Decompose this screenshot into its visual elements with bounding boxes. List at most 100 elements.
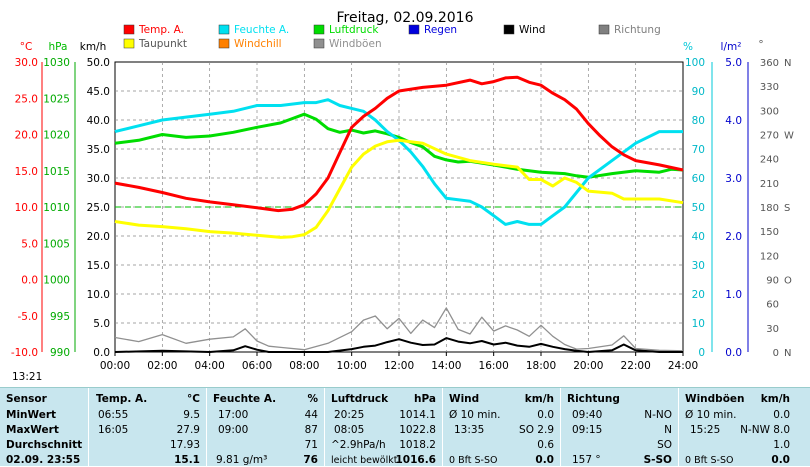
humidity-max-value: 87 xyxy=(304,424,318,436)
humidity-min-value: 44 xyxy=(304,409,318,421)
direction-tick: 30 xyxy=(766,324,779,335)
time-tick: 10:00 xyxy=(337,360,367,372)
legend-label: Luftdruck xyxy=(329,24,379,36)
humidity-tick: 0 xyxy=(698,347,705,359)
gust-current-beaufort: 0 Bft S-SO xyxy=(685,455,734,466)
humidity-current-value: 76 xyxy=(303,454,318,466)
direction-compass: W xyxy=(784,131,794,142)
temp-tick: 5.0 xyxy=(21,238,38,250)
pressure-min-value: 1014.1 xyxy=(399,409,436,421)
direction-max-time: 09:15 xyxy=(572,424,603,436)
wind-unit-label: km/h xyxy=(80,41,107,53)
wind-current-value: 0.0 xyxy=(535,454,554,466)
legend-label: Windchill xyxy=(234,38,282,50)
time-tick: 02:00 xyxy=(147,360,177,372)
legend-swatch xyxy=(313,38,325,49)
gust-min-value: 0.0 xyxy=(773,409,790,421)
series-line-feuchte-a xyxy=(114,98,683,226)
legend-swatch xyxy=(598,24,610,35)
col-pressure: Luftdruck hPa 20:25 1014.1 08:05 1022.8 … xyxy=(324,388,442,466)
direction-tick: 180 xyxy=(760,203,779,214)
pressure-tick: 1015 xyxy=(43,166,70,178)
wind-tick: 15.0 xyxy=(87,260,110,272)
series-line-taupunkt xyxy=(114,138,684,239)
humidity-min-time: 17:00 xyxy=(218,409,249,421)
pressure-tick: 1020 xyxy=(43,130,70,142)
direction-compass: S xyxy=(784,203,790,214)
temp-min-time: 06:55 xyxy=(98,409,129,421)
chart-title: Freitag, 02.09.2016 xyxy=(337,10,474,26)
stats-table: Sensor MinWert MaxWert Durchschnitt 02.0… xyxy=(0,387,810,466)
legend-label: Regen xyxy=(424,24,457,36)
legend-swatch xyxy=(123,38,135,49)
time-tick: 20:00 xyxy=(573,360,603,372)
humidity-avg-value: 71 xyxy=(304,439,318,451)
pressure-tick: 990 xyxy=(50,347,70,359)
gust-unit: km/h xyxy=(760,393,790,405)
pressure-max-time: 08:05 xyxy=(334,424,365,436)
legend-label: Richtung xyxy=(614,24,661,36)
axis-units: °C hPa km/h% l/m² ° xyxy=(20,39,764,53)
sensor-row-min: MinWert xyxy=(6,409,57,421)
temp-max-value: 27.9 xyxy=(176,424,200,436)
direction-min-value: N-NO xyxy=(644,409,672,421)
direction-tick: 150 xyxy=(760,227,779,238)
sensor-row-current: 02.09. 23:55 xyxy=(6,454,81,466)
pressure-unit-label: hPa xyxy=(49,41,68,53)
pressure-tick: 1000 xyxy=(43,275,70,287)
col-humidity: Feuchte A. % 17:00 44 09:00 87 71 9.81 g… xyxy=(206,388,324,466)
pressure-min-time: 20:25 xyxy=(334,409,365,421)
gust-current-value: 0.0 xyxy=(771,454,790,466)
wind-tick: 45.0 xyxy=(87,86,110,98)
time-tick: 08:00 xyxy=(289,360,319,372)
wind-avg-value: 0.6 xyxy=(537,439,554,451)
wind-current-beaufort: 0 Bft S-SO xyxy=(449,455,498,466)
direction-current-deg: 157 ° xyxy=(572,454,601,466)
col-gust: Windböen km/h Ø 10 min. 0.0 15:25 N-NW 8… xyxy=(678,388,796,466)
legend-label: Temp. A. xyxy=(138,24,184,36)
legend-swatch xyxy=(503,24,515,35)
wind-max-value: SO 2.9 xyxy=(519,424,554,436)
gust-avg-value: 1.0 xyxy=(773,439,790,451)
humidity-tick: 40 xyxy=(692,231,705,243)
time-tick: 14:00 xyxy=(431,360,461,372)
temp-tick: 20.0 xyxy=(15,130,38,142)
legend-swatch xyxy=(218,24,230,35)
humidity-max-time: 09:00 xyxy=(218,424,249,436)
direction-tick: 360 xyxy=(760,58,779,69)
clock-left: 13:21 xyxy=(12,371,43,383)
wind-tick: 20.0 xyxy=(87,231,110,243)
pressure-avg-value: 1018.2 xyxy=(399,439,436,451)
legend-swatch xyxy=(408,24,420,35)
rain-tick: 1.0 xyxy=(725,289,742,301)
direction-tick: 120 xyxy=(760,251,779,262)
wind-tick: 25.0 xyxy=(87,202,110,214)
humidity-tick: 10 xyxy=(692,318,705,330)
humidity-current-note: 9.81 g/m³ xyxy=(216,454,268,466)
temp-tick: -5.0 xyxy=(18,311,39,323)
rain-tick: 4.0 xyxy=(725,115,742,127)
legend: Temp. A. Feuchte A. Luftdruck Regen Wind Rich… xyxy=(123,24,661,50)
pressure-tick: 1010 xyxy=(43,202,70,214)
legend-swatch xyxy=(218,38,230,49)
temp-tick: 15.0 xyxy=(15,166,38,178)
humidity-tick: 50 xyxy=(692,202,705,214)
direction-tick: 210 xyxy=(760,179,779,190)
gust-avg-label: Ø 10 min. xyxy=(685,409,737,421)
time-bar: 13:21 xyxy=(0,368,810,387)
series-line-windb-en xyxy=(114,307,684,352)
time-tick: 24:00 xyxy=(668,360,698,372)
pressure-unit: hPa xyxy=(414,393,436,405)
direction-unit-label: ° xyxy=(758,39,763,51)
wind-tick: 50.0 xyxy=(87,57,110,69)
direction-tick: 330 xyxy=(760,82,779,93)
direction-tick: 270 xyxy=(760,131,779,142)
pressure-tick: 1005 xyxy=(43,238,70,250)
temp-tick: 25.0 xyxy=(15,93,38,105)
direction-compass: N xyxy=(784,348,791,359)
time-tick: 22:00 xyxy=(621,360,651,372)
pressure-trend: ^2.9hPa/h xyxy=(331,439,386,451)
direction-compass: N xyxy=(784,58,791,69)
direction-tick: 240 xyxy=(760,155,779,166)
axes: 30.025.020.015.010.05.00.0-5.0-10.010301… xyxy=(11,57,794,359)
